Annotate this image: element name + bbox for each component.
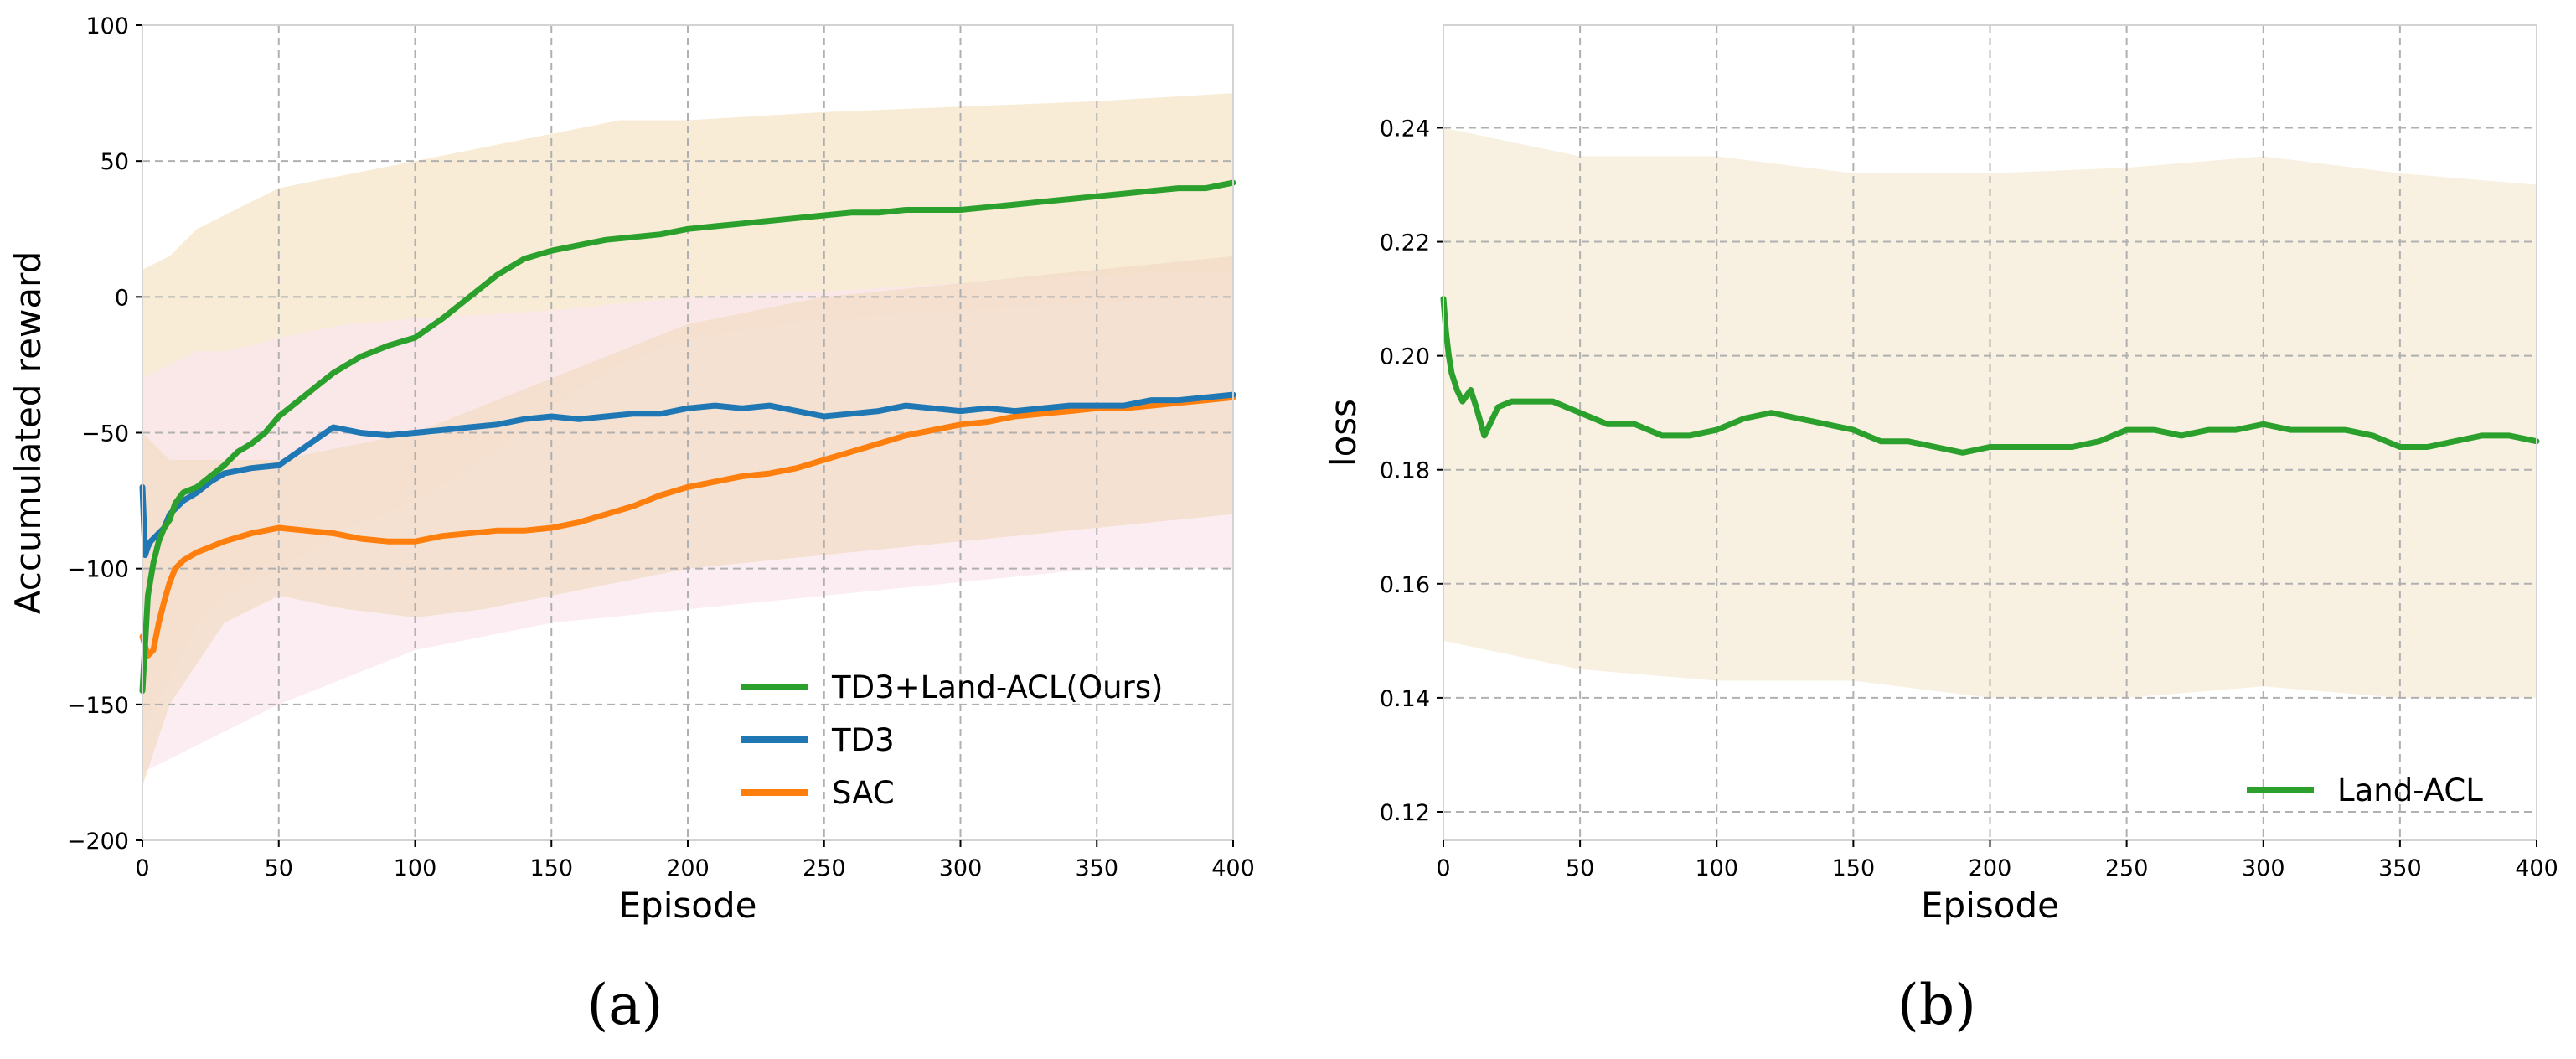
x-tick-label: 50 [1566,855,1594,881]
x-axis-label: Episode [619,885,757,926]
y-tick-label: 50 [101,149,129,175]
x-tick-label: 400 [2515,855,2558,881]
series-line-td3-land-acl-ours- [139,179,1236,695]
legend-label: TD3 [831,722,895,758]
series-line-sac [139,394,1236,659]
x-tick-label: 200 [666,855,710,881]
x-tick-label: 350 [1075,855,1118,881]
x-tick-label: 250 [803,855,846,881]
panel-a-reward-plot: 0 50 100 150 200 250 300 350 400 −200 −150 −100 −50 0… [8,13,1255,1037]
confidence-bands [1443,127,2537,698]
series-line-land-acl [1440,296,2540,456]
y-tick-label: 0.22 [1380,230,1430,256]
grid-lines [142,24,1234,841]
y-tick-label: 0.18 [1380,458,1430,484]
y-tick-label: 0.24 [1380,116,1430,142]
y-tick-label: −100 [67,557,129,583]
x-tick-label: 150 [529,855,573,881]
tick-labels: 0 50 100 150 200 250 300 350 400 −200 −150 −100 −50 0… [67,13,1255,881]
y-tick-label: −50 [81,421,129,447]
legend-label: SAC [832,775,895,811]
y-tick-label: 0 [115,285,129,311]
y-tick-label: 100 [85,13,129,39]
y-axis-label: Accumulated reward [8,251,49,615]
y-tick-label: 0.16 [1380,572,1430,598]
panel-label: (b) [1897,973,1976,1037]
series-lines [1440,296,2540,456]
y-tick-label: −150 [67,693,129,719]
legend-label: Land-ACL [2337,772,2483,808]
x-tick-label: 200 [1969,855,2012,881]
x-tick-label: 0 [135,855,149,881]
x-tick-label: 250 [2105,855,2149,881]
x-tick-label: 150 [1832,855,1876,881]
x-tick-label: 100 [1695,855,1738,881]
x-tick-label: 100 [394,855,437,881]
x-tick-label: 300 [2242,855,2285,881]
x-axis-label: Episode [1921,885,2059,926]
band-0 [1443,127,2537,698]
x-tick-label: 0 [1436,855,1450,881]
y-tick-label: −200 [67,829,129,855]
x-tick-label: 400 [1211,855,1255,881]
grid-lines [1443,25,2537,840]
series-lines [139,179,1236,695]
series-line-td3 [139,391,1236,558]
tick-labels: 0 50 100 150 200 250 300 350 400 0.12 0.14 0.16 0.18… [1380,116,2558,881]
legend-label: TD3+Land-ACL(Ours) [831,669,1163,705]
x-tick-label: 350 [2378,855,2422,881]
x-tick-label: 50 [265,855,293,881]
panel-label: (a) [587,973,663,1037]
legend: TD3+Land-ACL(Ours) TD3 SAC [741,669,1163,811]
y-tick-label: 0.12 [1380,800,1430,826]
x-tick-label: 300 [939,855,983,881]
panel-b-loss-plot: 0 50 100 150 200 250 300 350 400 0.12 0.14 0.16 0.18… [1323,24,2558,1037]
legend: Land-ACL [2247,772,2483,808]
y-tick-label: 0.20 [1380,344,1430,370]
y-axis-label: loss [1323,399,1364,467]
y-tick-label: 0.14 [1380,686,1430,712]
